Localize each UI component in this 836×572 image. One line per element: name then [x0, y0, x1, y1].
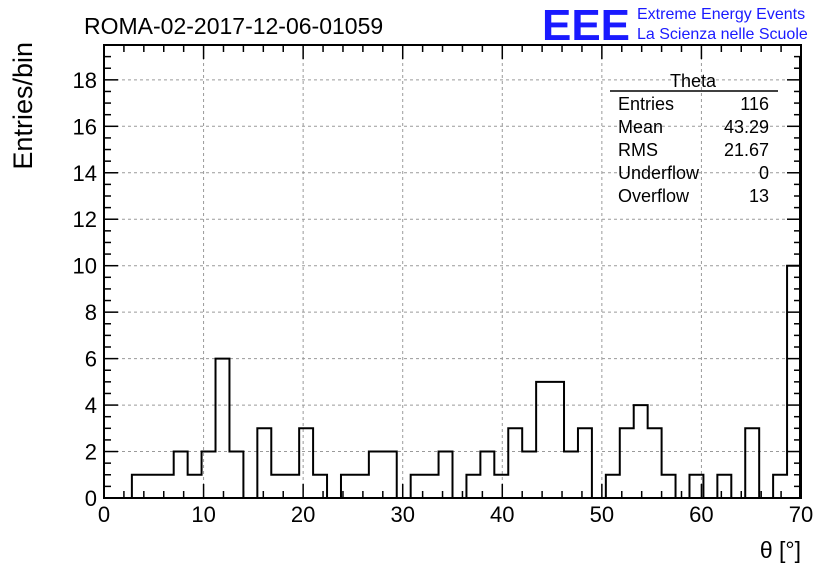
stats-title: Theta: [670, 71, 717, 91]
y-tick-label: 4: [85, 393, 97, 418]
x-axis-label: θ [°]: [760, 537, 801, 563]
y-tick-label: 12: [73, 207, 97, 232]
x-tick-label: 20: [291, 502, 315, 527]
plot-frame: [103, 44, 802, 499]
stats-box: Theta Entries 116 Mean 43.29 RMS 21.67 Underfl…: [610, 71, 778, 206]
y-tick-label: 6: [85, 347, 97, 372]
stats-value: 13: [749, 186, 769, 206]
logo-tagline-1: Extreme Energy Events: [637, 6, 805, 23]
stats-value: 0: [759, 163, 769, 183]
x-tick-label: 0: [98, 502, 110, 527]
run-title: ROMA-02-2017-12-06-01059: [84, 13, 383, 39]
logo-tagline-2: La Scienza nelle Scuole: [637, 26, 808, 43]
x-tick-label: 10: [191, 502, 215, 527]
x-tick-label: 50: [590, 502, 614, 527]
y-tick-label: 10: [73, 254, 97, 279]
x-tick-label: 60: [689, 502, 713, 527]
y-tick-label: 0: [85, 486, 97, 511]
eee-logo: EEE: [542, 1, 630, 50]
y-tick-label: 2: [85, 440, 97, 465]
stats-value: 21.67: [724, 140, 769, 160]
y-axis-label: Entries/bin: [8, 42, 38, 170]
stats-value: 116: [740, 94, 769, 114]
stats-label: Mean: [618, 117, 663, 137]
stats-label: RMS: [618, 140, 658, 160]
histogram-outline: [104, 264, 802, 499]
y-tick-label: 18: [73, 68, 97, 93]
axis-ticks: [103, 44, 802, 499]
x-tick-label: 30: [390, 502, 414, 527]
stats-label: Overflow: [618, 186, 690, 206]
stats-value: 43.29: [724, 117, 769, 137]
axis-tick-labels: 0 10 20 30 40 50 60 70 0 2 4 6 8 10 12 14 16 18: [73, 68, 814, 527]
y-tick-label: 16: [73, 114, 97, 139]
x-tick-label: 40: [490, 502, 514, 527]
x-tick-label: 70: [789, 502, 813, 527]
grid-lines: [104, 45, 801, 498]
stats-label: Entries: [618, 94, 674, 114]
y-tick-label: 14: [73, 161, 97, 186]
stats-label: Underflow: [618, 163, 700, 183]
y-tick-label: 8: [85, 300, 97, 325]
